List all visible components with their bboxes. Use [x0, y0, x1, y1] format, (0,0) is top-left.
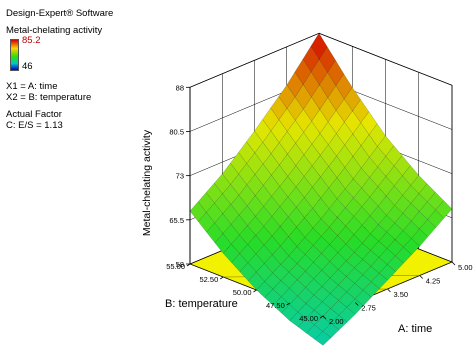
surface-cell	[264, 288, 282, 306]
x-tick-label: 3.50	[394, 290, 409, 299]
response-name: Metal-chelating activity	[6, 25, 103, 36]
y-tick-label: 52.50	[199, 275, 218, 284]
colorbar-max-label: 85.2	[22, 35, 41, 46]
surface-cell	[302, 71, 320, 98]
surface-cell	[435, 200, 453, 219]
legend-panel: Design-Expert® Software Metal-chelating …	[6, 8, 156, 131]
surface-cell	[231, 253, 249, 272]
z-tick-label: 58	[176, 260, 184, 269]
surface-cell	[353, 187, 371, 208]
y-tick-mark	[286, 302, 290, 306]
surface-cell	[338, 307, 356, 323]
surface-cell	[278, 131, 296, 155]
x-tick-mark	[451, 261, 456, 266]
surface-cell	[329, 252, 347, 270]
surface-cell	[214, 233, 232, 254]
x-tick-mark	[387, 288, 391, 293]
actual-factor-value: C: E/S = 1.13	[6, 120, 63, 131]
surface-cell	[314, 331, 332, 346]
x-tick-label: 5.00	[458, 263, 473, 272]
x-tick-label: 4.25	[426, 277, 441, 286]
y-tick-mark	[220, 276, 224, 280]
y-tick-label: 47.50	[266, 301, 285, 310]
y-tick-label: 55.00	[166, 262, 185, 271]
surface-cell	[247, 271, 265, 291]
x2-definition: X2 = B: temperature	[6, 92, 92, 103]
x-tick-mark	[419, 275, 424, 279]
surface-cell	[287, 186, 305, 208]
x-tick-label: 2.75	[361, 304, 376, 313]
surface-cell	[344, 133, 362, 157]
y-tick-label: 45.00	[299, 314, 318, 323]
surface-cell	[319, 72, 337, 99]
colorbar-min-label: 46	[22, 61, 33, 72]
x-tick-mark	[354, 302, 359, 306]
surface-cell	[345, 252, 363, 269]
surface-cell	[322, 308, 340, 324]
surface-cell	[254, 119, 272, 143]
colorbar	[10, 39, 19, 71]
surface-cell	[287, 142, 305, 166]
surface-cell	[289, 295, 307, 313]
surface-cell	[306, 324, 324, 340]
y-tick-mark	[253, 289, 257, 293]
surface-cell	[320, 166, 338, 189]
surface-cell	[337, 260, 355, 277]
surface-cell	[223, 243, 240, 263]
y-tick-mark	[186, 263, 191, 267]
surface-cell	[346, 283, 364, 300]
surface-cell	[288, 263, 306, 280]
y-tick-label: 50.00	[233, 288, 252, 297]
surface-cell	[410, 211, 428, 230]
surface-cell	[272, 296, 290, 314]
surface-cell	[270, 142, 288, 166]
surface-cell	[214, 193, 232, 215]
surface-cell	[354, 259, 372, 276]
surface-cell	[330, 284, 347, 301]
surface-cell	[239, 262, 257, 282]
surface-cell	[321, 277, 339, 294]
software-title: Design-Expert® Software	[6, 8, 114, 19]
colorbar-legend: 85.2 46	[6, 35, 156, 75]
z-tick-label: 88	[176, 83, 184, 92]
surface-cell	[322, 323, 340, 338]
actual-factor-heading: Actual Factor	[6, 109, 62, 120]
x-tick-label: 2.00	[329, 317, 344, 326]
surface-cell	[297, 270, 314, 288]
z-tick-label: 65.5	[169, 216, 184, 225]
z-tick-label: 80.5	[169, 127, 184, 136]
z-tick-label: 73	[176, 172, 184, 181]
x-axis-label: A: time	[398, 323, 432, 335]
z-axis-label: Metal-chelating activity	[141, 129, 153, 236]
y-axis-label: B: temperature	[165, 298, 238, 310]
surface-cell	[288, 226, 306, 247]
y-tick-mark	[319, 315, 324, 319]
x-tick-mark	[322, 315, 327, 320]
surface-cell	[230, 214, 248, 236]
surface-cell	[303, 120, 321, 145]
surface-cell	[256, 281, 274, 298]
x1-definition: X1 = A: time	[6, 81, 58, 92]
surface-cell	[255, 244, 273, 264]
surface-cell	[338, 291, 356, 308]
surface-cell	[419, 219, 437, 238]
